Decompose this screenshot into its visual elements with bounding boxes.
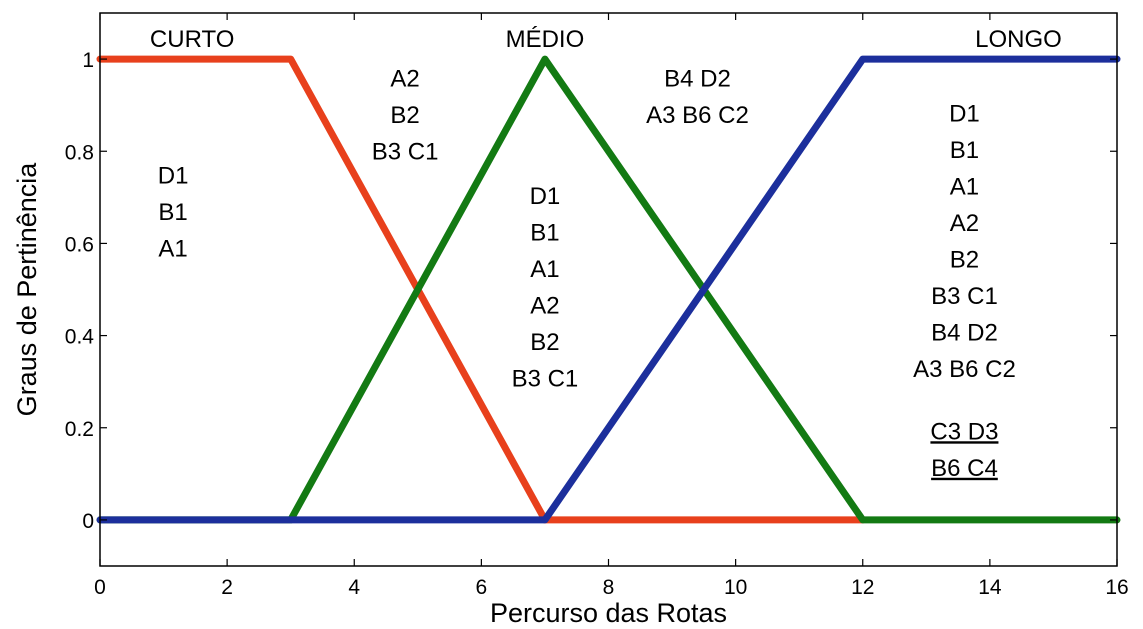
y-tick-label: 0.2 (65, 418, 94, 441)
annotation-line: A2 (530, 293, 559, 320)
series-layer (96, 55, 1121, 524)
annotation-line: C3 D3 (930, 418, 998, 445)
x-tick-label: 2 (221, 576, 233, 599)
y-tick-label: 0.6 (65, 233, 94, 256)
annotation-line: D1 (530, 183, 561, 210)
annotation-group: A2 B2 B3 C1 (372, 66, 439, 166)
annotation-line: B1 (530, 220, 559, 247)
annotation-group: D1 B1 A1 A2 B2 B3 C1 B4 D2 A3 B6 C2 (913, 100, 1016, 383)
series-label-longo: LONGO (975, 26, 1062, 53)
annotation-line: A3 B6 C2 (913, 356, 1016, 383)
annotation-line: A1 (530, 256, 559, 283)
annotation-line: A2 (390, 66, 419, 93)
series-label-curto: CURTO (150, 26, 234, 53)
annotation-line: B6 C4 (931, 455, 998, 482)
y-tick-label: 1 (82, 49, 94, 72)
series-label-médio: MÉDIO (506, 26, 585, 53)
annotation-line: D1 (949, 100, 980, 127)
annotation-group: D1 B1 A1 A2 B2 B3 C1 (512, 183, 579, 392)
annotation-line: A1 (158, 236, 187, 263)
x-tick-label: 12 (851, 576, 874, 599)
annotation-line: B4 D2 (931, 319, 998, 346)
x-tick-label: 8 (603, 576, 615, 599)
y-tick-label: 0.4 (65, 326, 95, 349)
ticks-layer: 0 2 4 6 8 10 12 14 16 0 0.2 0.4 0.6 0.8 1 (65, 13, 1129, 599)
series-labels-layer: CURTO MÉDIO LONGO (150, 26, 1062, 53)
annotation-line: B3 C1 (931, 283, 998, 310)
annotation-line: B2 (390, 102, 419, 129)
annotation-group: B4 D2 A3 B6 C2 (646, 66, 749, 130)
annotation-group: C3 D3 B6 C4 (930, 418, 998, 482)
annotation-line: B1 (158, 199, 187, 226)
annotation-line: A2 (950, 210, 979, 237)
annotation-line: B3 C1 (372, 139, 439, 166)
x-axis-label: Percurso das Rotas (490, 598, 727, 628)
annotation-line: B1 (950, 137, 979, 164)
x-tick-label: 10 (724, 576, 747, 599)
x-tick-label: 6 (476, 576, 488, 599)
annotation-line: A3 B6 C2 (646, 102, 749, 129)
annotation-line: A1 (950, 173, 979, 200)
annotation-line: B3 C1 (512, 366, 579, 393)
x-tick-label: 16 (1105, 576, 1128, 599)
x-tick-label: 0 (94, 576, 106, 599)
x-tick-label: 4 (348, 576, 360, 599)
series-line-longo (96, 55, 1121, 524)
annotation-line: B2 (530, 329, 559, 356)
annotation-line: B4 D2 (664, 66, 731, 93)
y-tick-label: 0.8 (65, 141, 94, 164)
annotation-group: D1 B1 A1 (158, 163, 189, 263)
annotation-line: B2 (950, 246, 979, 273)
x-tick-label: 14 (978, 576, 1002, 599)
y-tick-label: 0 (82, 510, 94, 533)
annotation-line: D1 (158, 163, 189, 190)
annotations-layer: D1 B1 A1 A2 B2 B3 C1 D1 B1 A1 A2 B2 B3 C1 B4 D2 A3 B6… (158, 66, 1016, 482)
y-axis-label: Graus de Pertinência (12, 162, 42, 417)
